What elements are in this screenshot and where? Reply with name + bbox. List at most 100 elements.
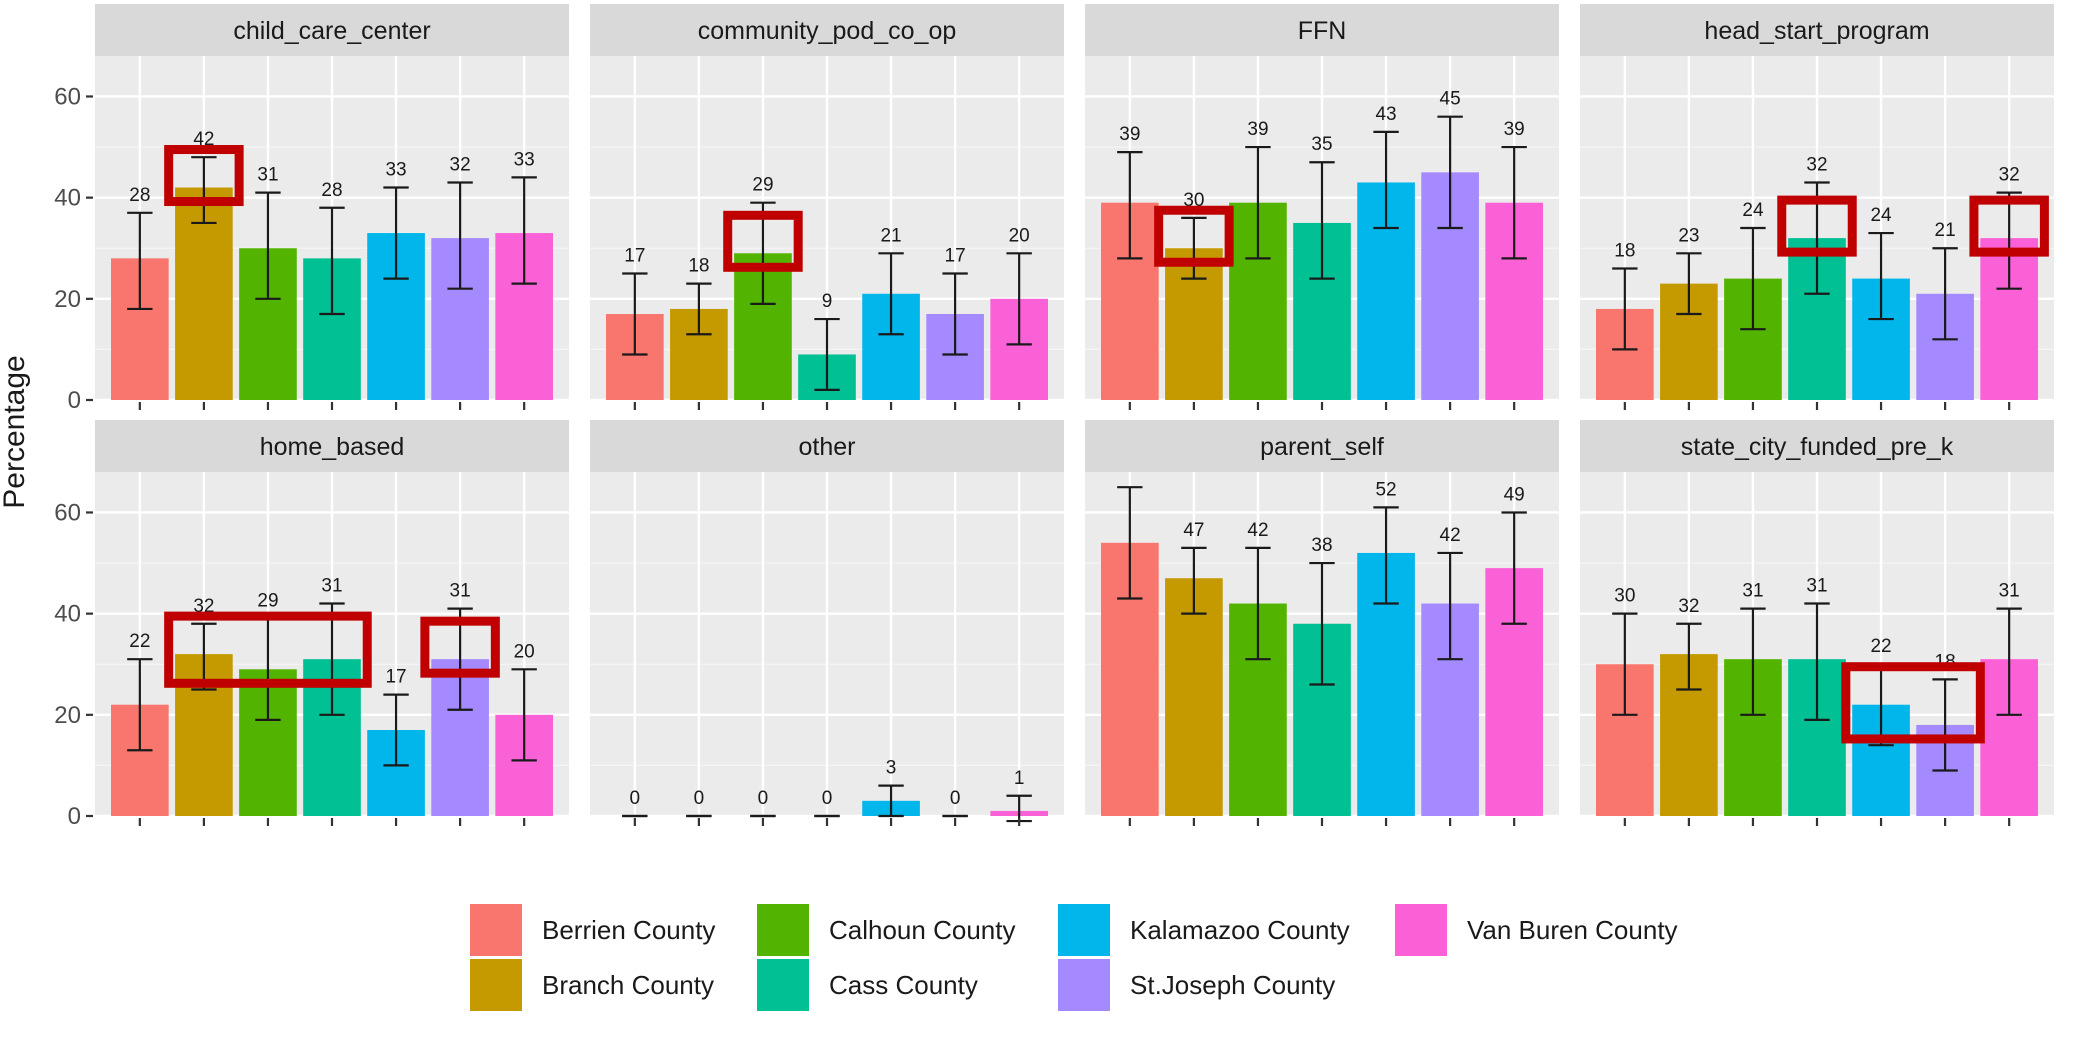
- data-label: 20: [1009, 225, 1030, 246]
- data-label: 22: [129, 631, 150, 652]
- data-label: 21: [880, 225, 901, 246]
- data-label: 32: [450, 154, 471, 175]
- data-label: 0: [758, 788, 769, 809]
- data-label: 0: [694, 788, 705, 809]
- bar-parent-self-1: [1165, 578, 1223, 816]
- data-label: 32: [1806, 154, 1827, 175]
- data-label: 21: [1935, 220, 1956, 241]
- data-label: 42: [1247, 520, 1268, 541]
- panel-title: head_start_program: [1704, 17, 1929, 45]
- data-label: 24: [1742, 200, 1764, 221]
- data-label: 45: [1440, 89, 1461, 110]
- panel-home-based: home_based 22 32 29 31 17 31 20: [95, 420, 569, 826]
- data-label: 31: [450, 581, 471, 602]
- data-label: 0: [630, 788, 641, 809]
- data-label: 31: [1742, 581, 1763, 602]
- data-label: 29: [752, 175, 773, 196]
- data-label: 31: [257, 165, 278, 186]
- y-tick-label: 40: [54, 601, 81, 628]
- data-label: 32: [193, 596, 214, 617]
- highlight-box: [164, 145, 244, 207]
- data-label: 9: [822, 291, 833, 312]
- panel-title: other: [799, 433, 856, 461]
- panel-child-care-center: child_care_center 28 42 31 28 33 32 33: [95, 4, 569, 410]
- data-label: 28: [321, 180, 342, 201]
- legend-swatch: [470, 904, 522, 956]
- data-label: 0: [822, 788, 833, 809]
- panel-strip: [95, 420, 569, 472]
- data-label: 33: [385, 160, 406, 181]
- y-tick-label: 40: [54, 185, 81, 212]
- data-label: 38: [1311, 535, 1332, 556]
- panel-strip: [1085, 4, 1559, 56]
- y-tick-label: 20: [54, 286, 81, 313]
- data-label: 22: [1870, 636, 1891, 657]
- panel-strip: [1580, 4, 2054, 56]
- y-tick-label: 20: [54, 702, 81, 729]
- data-label: 39: [1119, 124, 1140, 145]
- legend-label: Calhoun County: [829, 915, 1015, 945]
- y-axis-title: Percentage: [0, 355, 31, 508]
- panel-title: home_based: [260, 433, 405, 461]
- panel-title: parent_self: [1260, 433, 1384, 461]
- panel-head-start-program: head_start_program 18 23 24 32 24 21 32: [1580, 4, 2054, 410]
- data-label: 31: [1999, 581, 2020, 602]
- data-label: 31: [1806, 576, 1827, 597]
- highlight-box: [1841, 662, 1985, 744]
- legend-label: Branch County: [542, 970, 714, 1000]
- legend-swatch: [1395, 904, 1447, 956]
- legend-swatch: [1058, 959, 1110, 1011]
- legend-swatch: [757, 959, 809, 1011]
- data-label: 39: [1504, 119, 1525, 140]
- data-label: 20: [514, 641, 535, 662]
- y-tick-label: 0: [68, 803, 81, 830]
- highlight-box: [420, 616, 500, 678]
- data-label: 29: [257, 591, 278, 612]
- data-label: 3: [886, 758, 897, 779]
- data-label: 32: [1999, 165, 2020, 186]
- panel-strip: [590, 420, 1064, 472]
- data-label: 30: [1183, 190, 1204, 211]
- legend-label: Van Buren County: [1467, 915, 1678, 945]
- panel-title: state_city_funded_pre_k: [1681, 433, 1954, 461]
- panel-strip: [1580, 420, 2054, 472]
- data-label: 23: [1678, 225, 1699, 246]
- data-label: 17: [624, 246, 645, 267]
- data-label: 0: [950, 788, 961, 809]
- highlight-box: [1969, 195, 2049, 257]
- legend-swatch: [470, 959, 522, 1011]
- panel-title: FFN: [1298, 17, 1347, 45]
- panel-strip: [1085, 420, 1559, 472]
- data-label: 32: [1678, 596, 1699, 617]
- panel-community-pod-co-op: community_pod_co_op 17 18 29 9 21 17 20: [590, 4, 1064, 410]
- data-label: 35: [1311, 134, 1332, 155]
- legend-swatch: [757, 904, 809, 956]
- data-label: 24: [1870, 205, 1892, 226]
- legend-swatch: [1058, 904, 1110, 956]
- data-label: 1: [1014, 768, 1025, 789]
- panel-strip: [590, 4, 1064, 56]
- data-label: 52: [1375, 479, 1396, 500]
- panel-FFN: FFN 39 30 39 35 43 45 39: [1085, 4, 1559, 410]
- legend-label: Berrien County: [542, 915, 715, 945]
- data-label: 17: [945, 246, 966, 267]
- data-label: 42: [1440, 525, 1461, 546]
- highlight-box: [723, 210, 803, 272]
- data-label: 30: [1614, 586, 1635, 607]
- data-label: 18: [1614, 240, 1635, 261]
- highlight-box: [1777, 195, 1857, 257]
- data-label: 49: [1504, 484, 1525, 505]
- panel-strip: [95, 4, 569, 56]
- y-tick-label: 0: [68, 387, 81, 414]
- y-axis-layer: 0 20 40 60 0 20 40 60: [54, 83, 93, 830]
- data-label: 28: [129, 185, 150, 206]
- y-tick-label: 60: [54, 83, 81, 110]
- data-label: 47: [1183, 520, 1204, 541]
- data-label: 18: [688, 256, 709, 277]
- legend-label: St.Joseph County: [1130, 970, 1335, 1000]
- legend-label: Cass County: [829, 970, 978, 1000]
- panel-title: child_care_center: [233, 17, 430, 45]
